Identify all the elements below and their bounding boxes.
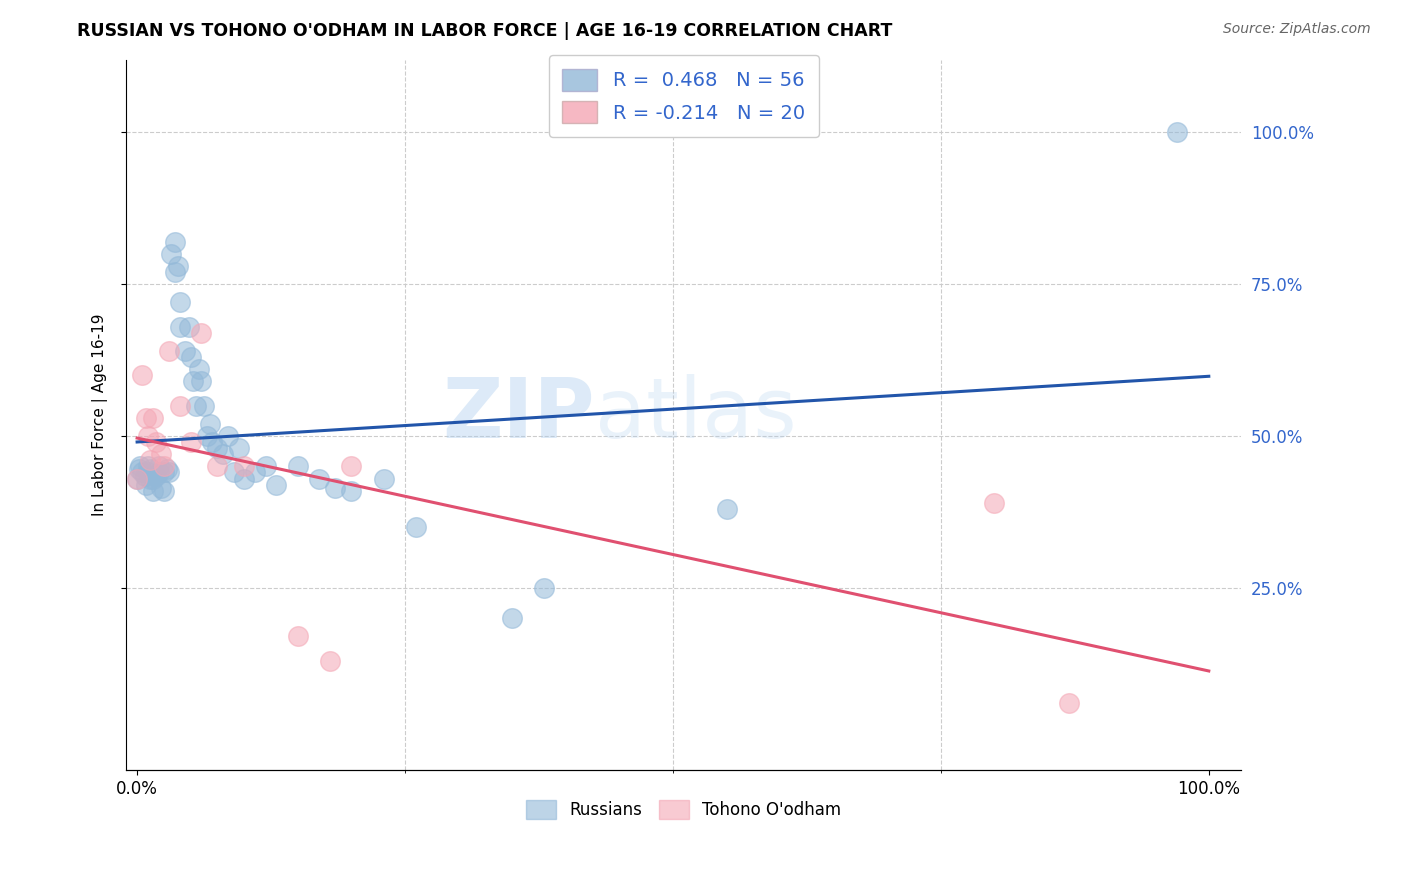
Point bbox=[207, 459, 229, 474]
Point bbox=[142, 471, 165, 485]
Point bbox=[201, 435, 224, 450]
Point bbox=[127, 471, 149, 485]
Point bbox=[157, 344, 180, 359]
Text: ZIP: ZIP bbox=[441, 375, 595, 455]
Point bbox=[166, 259, 188, 273]
Point bbox=[180, 435, 202, 450]
Y-axis label: In Labor Force | Age 16-19: In Labor Force | Age 16-19 bbox=[93, 314, 108, 516]
Point bbox=[319, 654, 342, 668]
Point bbox=[135, 477, 157, 491]
Point bbox=[266, 477, 288, 491]
Point bbox=[181, 375, 204, 389]
Point bbox=[983, 496, 1005, 510]
Point bbox=[501, 611, 523, 625]
Point bbox=[169, 399, 191, 413]
Point bbox=[128, 462, 150, 476]
Point bbox=[142, 410, 165, 425]
Point bbox=[405, 520, 427, 534]
Point bbox=[145, 468, 167, 483]
Point bbox=[169, 319, 191, 334]
Point bbox=[153, 483, 176, 498]
Point bbox=[233, 459, 256, 474]
Point bbox=[222, 466, 245, 480]
Point bbox=[145, 435, 167, 450]
Point bbox=[129, 459, 152, 474]
Point bbox=[217, 429, 239, 443]
Point bbox=[207, 441, 229, 455]
Point bbox=[716, 502, 738, 516]
Point bbox=[135, 410, 157, 425]
Point bbox=[134, 468, 156, 483]
Point bbox=[177, 319, 200, 334]
Point bbox=[136, 429, 159, 443]
Point bbox=[254, 459, 277, 474]
Point bbox=[190, 375, 212, 389]
Point bbox=[142, 483, 165, 498]
Point bbox=[153, 459, 176, 474]
Text: atlas: atlas bbox=[595, 375, 796, 455]
Point bbox=[169, 295, 191, 310]
Point bbox=[287, 459, 309, 474]
Point bbox=[131, 466, 153, 480]
Point bbox=[287, 629, 309, 643]
Point bbox=[1059, 696, 1081, 710]
Point bbox=[193, 399, 215, 413]
Text: RUSSIAN VS TOHONO O'ODHAM IN LABOR FORCE | AGE 16-19 CORRELATION CHART: RUSSIAN VS TOHONO O'ODHAM IN LABOR FORCE… bbox=[77, 22, 893, 40]
Point bbox=[163, 235, 186, 249]
Point bbox=[139, 462, 162, 476]
Point bbox=[243, 466, 266, 480]
Point bbox=[174, 344, 197, 359]
Point bbox=[131, 368, 153, 383]
Point bbox=[325, 481, 347, 495]
Point bbox=[233, 471, 256, 485]
Point bbox=[149, 447, 172, 461]
Point bbox=[153, 466, 176, 480]
Point bbox=[139, 471, 162, 485]
Point bbox=[156, 462, 179, 476]
Point bbox=[139, 453, 162, 467]
Point bbox=[228, 441, 250, 455]
Point bbox=[308, 471, 330, 485]
Point bbox=[184, 399, 207, 413]
Point bbox=[180, 350, 202, 364]
Point bbox=[160, 247, 183, 261]
Point bbox=[148, 466, 170, 480]
Point bbox=[136, 459, 159, 474]
Point bbox=[188, 362, 211, 376]
Point bbox=[163, 265, 186, 279]
Point bbox=[148, 459, 170, 474]
Point bbox=[340, 459, 363, 474]
Point bbox=[136, 466, 159, 480]
Point bbox=[198, 417, 221, 431]
Point bbox=[340, 483, 363, 498]
Point bbox=[157, 466, 180, 480]
Legend: Russians, Tohono O'odham: Russians, Tohono O'odham bbox=[519, 793, 848, 826]
Point bbox=[373, 471, 395, 485]
Point bbox=[127, 471, 149, 485]
Point bbox=[195, 429, 218, 443]
Point bbox=[190, 326, 212, 340]
Point bbox=[533, 581, 555, 595]
Point bbox=[1166, 125, 1188, 139]
Point bbox=[149, 481, 172, 495]
Point bbox=[211, 447, 233, 461]
Text: Source: ZipAtlas.com: Source: ZipAtlas.com bbox=[1223, 22, 1371, 37]
